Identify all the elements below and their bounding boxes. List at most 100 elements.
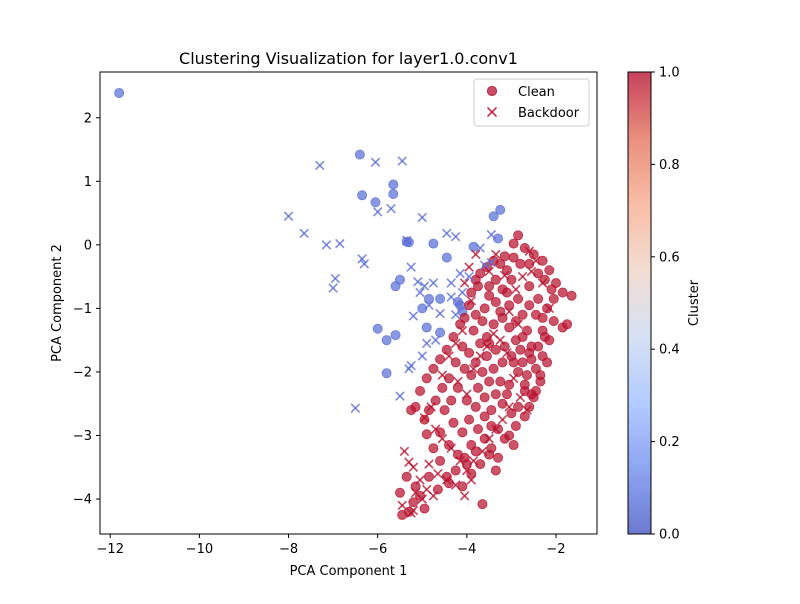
backdoor-point-cluster1 [455, 456, 465, 466]
clean-point-cluster1 [490, 274, 501, 285]
clean-point-cluster1 [428, 443, 439, 454]
clean-point-cluster1 [435, 354, 446, 365]
clean-point-cluster0 [495, 204, 506, 215]
backdoor-point-cluster0 [299, 228, 309, 239]
clean-point-cluster1 [446, 395, 457, 406]
backdoor-point-cluster1 [544, 303, 555, 314]
clean-point-cluster1 [457, 427, 468, 438]
clean-point-cluster0 [441, 252, 452, 263]
clean-point-cluster1 [495, 376, 506, 387]
clean-point-cluster1 [488, 319, 499, 330]
backdoor-point-cluster1 [466, 296, 477, 306]
clean-point-cluster0 [381, 335, 392, 346]
backdoor-point-cluster1 [466, 475, 477, 485]
clean-point-cluster1 [490, 297, 501, 308]
clean-point-cluster1 [477, 499, 488, 510]
clean-point-cluster1 [513, 366, 524, 377]
backdoor-point-cluster0 [446, 278, 457, 288]
backdoor-point-cluster1 [450, 480, 461, 490]
backdoor-point-cluster0 [435, 308, 445, 319]
backdoor-point-cluster1 [511, 284, 521, 295]
backdoor-point-cluster0 [397, 156, 407, 166]
clean-point-cluster1 [566, 290, 577, 301]
clean-point-cluster1 [490, 344, 501, 355]
x-axis: −12 −10 −8 −6 −4 −2 [97, 534, 566, 557]
clean-point-cluster1 [479, 303, 490, 314]
clean-point-cluster1 [421, 373, 432, 384]
y-tick-label: −2 [73, 365, 92, 380]
clean-point-cluster1 [508, 238, 519, 249]
colorbar-tick-label: 1.0 [659, 66, 680, 81]
clean-point-cluster0 [381, 368, 392, 379]
clean-point-cluster1 [515, 344, 526, 355]
backdoor-point-cluster1 [522, 405, 532, 415]
clean-point-cluster1 [493, 452, 504, 463]
backdoor-point-cluster1 [475, 351, 485, 361]
backdoor-point-cluster1 [444, 351, 454, 361]
y-axis-label: PCA Component 2 [50, 244, 65, 362]
backdoor-point-cluster1 [524, 246, 535, 256]
clean-point-cluster0 [428, 238, 439, 249]
clean-point-cluster0 [435, 293, 446, 304]
backdoor-point-cluster1 [508, 373, 519, 384]
backdoor-point-cluster1 [484, 266, 494, 277]
clean-point-cluster0 [354, 149, 365, 160]
clean-point-cluster1 [517, 357, 528, 368]
legend-clean-marker [486, 85, 498, 97]
backdoor-point-cluster0 [404, 364, 414, 374]
colorbar-tick-label: 0.4 [659, 343, 680, 358]
clean-point-cluster1 [470, 401, 481, 412]
backdoor-point-cluster1 [430, 424, 441, 434]
x-tick-label: −12 [97, 542, 124, 557]
clean-point-cluster1 [530, 309, 541, 320]
backdoor-point-cluster1 [450, 338, 461, 349]
backdoor-point-cluster0 [419, 281, 430, 291]
clean-point-cluster1 [548, 316, 559, 327]
clean-point-cluster0 [493, 233, 504, 244]
clean-point-cluster1 [461, 395, 472, 406]
backdoor-point-cluster1 [470, 249, 481, 260]
clean-point-cluster1 [472, 382, 483, 393]
clean-point-cluster0 [370, 197, 381, 208]
y-tick-label: −1 [73, 302, 92, 317]
clean-point-cluster1 [522, 325, 533, 336]
clean-point-cluster1 [477, 316, 488, 327]
y-tick-label: 0 [84, 238, 92, 253]
clean-point-cluster1 [562, 319, 573, 330]
backdoor-point-cluster1 [426, 402, 436, 412]
backdoor-point-cluster0 [395, 391, 405, 401]
clean-point-cluster1 [510, 420, 521, 431]
clean-point-cluster1 [470, 309, 481, 320]
clean-point-cluster0 [421, 322, 432, 333]
clean-point-cluster0 [390, 281, 401, 292]
clean-point-cluster1 [479, 411, 490, 422]
clean-point-cluster1 [522, 370, 533, 381]
backdoor-point-cluster1 [397, 500, 407, 511]
clean-point-cluster1 [526, 389, 537, 400]
backdoor-point-cluster0 [417, 351, 428, 361]
clean-point-cluster1 [515, 258, 526, 269]
backdoor-point-cluster1 [462, 389, 472, 399]
clean-point-cluster1 [419, 414, 430, 425]
clean-point-cluster1 [533, 293, 544, 304]
clean-point-cluster1 [430, 395, 441, 406]
backdoor-point-cluster1 [446, 443, 457, 453]
clean-point-cluster1 [486, 443, 497, 454]
clean-point-cluster1 [510, 335, 521, 346]
clean-point-cluster1 [408, 497, 419, 508]
backdoor-point-cluster0 [406, 262, 416, 272]
clean-point-cluster1 [452, 382, 463, 393]
clean-point-cluster1 [472, 424, 483, 435]
clean-point-cluster1 [519, 243, 530, 254]
clean-point-cluster1 [513, 230, 524, 241]
backdoor-point-cluster1 [428, 491, 439, 501]
y-tick-label: −3 [73, 429, 92, 444]
backdoor-point-cluster0 [415, 287, 425, 298]
clean-point-cluster1 [488, 363, 499, 374]
clean-point-cluster1 [401, 471, 412, 482]
clean-point-cluster1 [423, 471, 434, 482]
clean-point-cluster0 [390, 330, 401, 341]
legend-box [473, 78, 590, 127]
